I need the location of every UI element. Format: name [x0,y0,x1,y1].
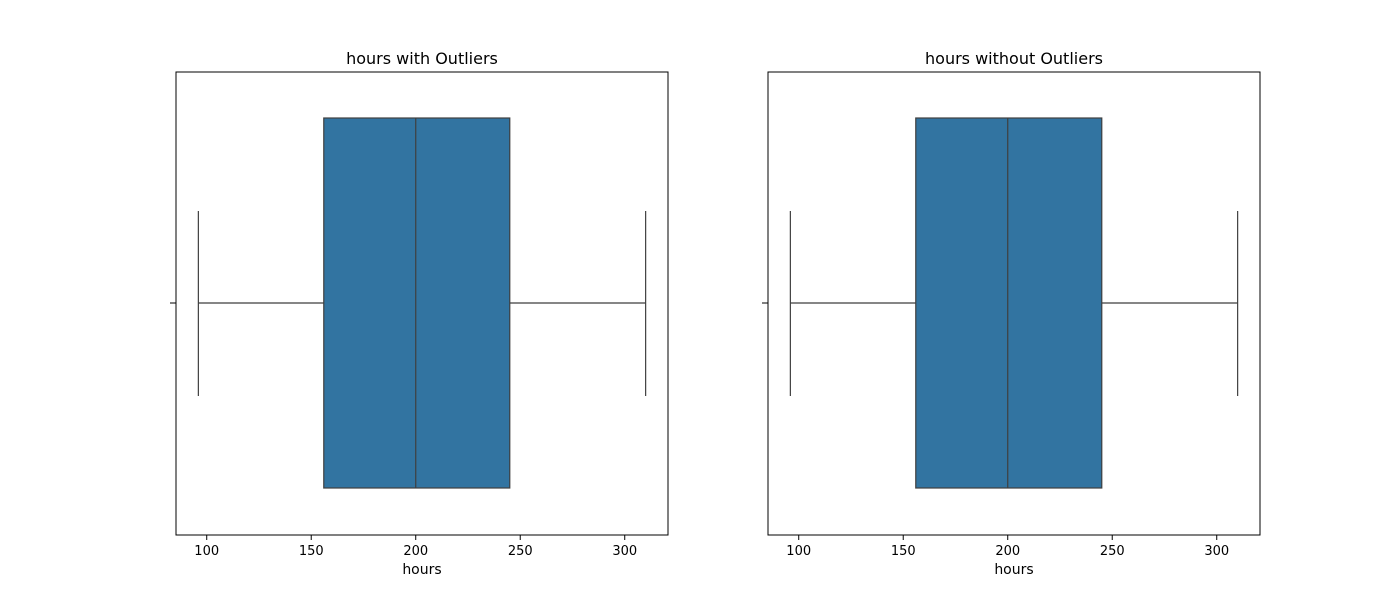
interquartile-box [915,117,1103,489]
x-tick-label: 250 [508,544,533,559]
right-chart-panel: hours without Outliers 100 150 200 250 300 h… [762,49,1261,578]
x-axis-ticks: 100 150 200 250 300 [786,535,1229,559]
x-tick-label: 150 [891,544,916,559]
x-tick-label: 250 [1100,544,1125,559]
chart-title: hours without Outliers [925,49,1103,68]
x-tick-label: 100 [786,544,811,559]
x-tick-label: 200 [995,544,1020,559]
x-tick-label: 150 [299,544,324,559]
x-tick-label: 300 [612,544,637,559]
x-tick-label: 300 [1204,544,1229,559]
box-plot [197,117,647,489]
x-tick-label: 100 [194,544,219,559]
left-chart-panel: hours with Outliers 100 150 200 250 300 hour… [170,49,669,578]
chart-title: hours with Outliers [346,49,498,68]
x-axis-label: hours [994,562,1033,578]
x-tick-label: 200 [403,544,428,559]
x-axis-label: hours [402,562,441,578]
box-plot [789,117,1239,489]
interquartile-box [323,117,511,489]
x-axis-ticks: 100 150 200 250 300 [194,535,637,559]
